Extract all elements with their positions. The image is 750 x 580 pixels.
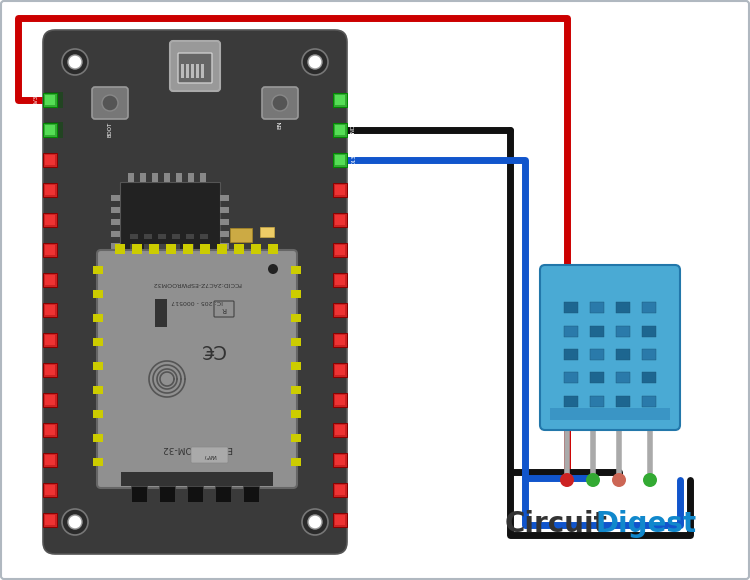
Bar bbox=[164, 257, 170, 266]
Bar bbox=[223, 334, 251, 352]
Bar bbox=[43, 453, 57, 467]
Text: D34: D34 bbox=[351, 425, 356, 436]
Bar bbox=[200, 244, 210, 254]
Bar bbox=[131, 486, 147, 502]
FancyBboxPatch shape bbox=[540, 265, 680, 430]
Text: D19: D19 bbox=[34, 365, 39, 375]
Bar bbox=[220, 243, 229, 249]
Bar bbox=[220, 195, 229, 201]
Bar bbox=[333, 153, 347, 167]
Bar bbox=[45, 365, 55, 375]
Bar bbox=[333, 303, 347, 317]
Bar bbox=[45, 245, 55, 255]
Bar bbox=[333, 483, 347, 497]
Text: EN: EN bbox=[351, 516, 356, 524]
Bar bbox=[43, 93, 57, 107]
Bar bbox=[43, 213, 57, 227]
Text: EN: EN bbox=[278, 120, 283, 129]
Text: D27: D27 bbox=[351, 245, 356, 255]
Bar bbox=[333, 423, 347, 437]
Bar bbox=[333, 513, 347, 527]
Bar bbox=[186, 234, 194, 239]
Bar bbox=[45, 92, 63, 108]
Text: BOOT: BOOT bbox=[107, 122, 112, 137]
Bar bbox=[132, 244, 142, 254]
Bar bbox=[43, 273, 57, 287]
Bar bbox=[159, 486, 175, 502]
FancyBboxPatch shape bbox=[170, 41, 220, 91]
Bar bbox=[335, 425, 345, 435]
Bar bbox=[93, 458, 103, 466]
Bar bbox=[93, 314, 103, 322]
Circle shape bbox=[268, 264, 278, 274]
Bar bbox=[590, 349, 604, 360]
Bar bbox=[93, 266, 103, 274]
Bar bbox=[335, 305, 345, 315]
Bar bbox=[130, 234, 138, 239]
Bar bbox=[335, 515, 345, 525]
Bar bbox=[335, 215, 345, 225]
Bar bbox=[642, 302, 656, 313]
Text: 3V3: 3V3 bbox=[34, 95, 39, 105]
Bar bbox=[130, 244, 138, 249]
Bar bbox=[335, 485, 345, 495]
Bar bbox=[642, 396, 656, 407]
Bar bbox=[93, 362, 103, 370]
Bar bbox=[187, 486, 203, 502]
Bar bbox=[188, 257, 194, 266]
Bar bbox=[333, 363, 347, 377]
Bar bbox=[333, 243, 347, 257]
Bar bbox=[335, 395, 345, 405]
Bar bbox=[45, 95, 55, 105]
Bar bbox=[181, 64, 184, 78]
Bar bbox=[45, 155, 55, 165]
Text: VIN: VIN bbox=[351, 96, 356, 104]
Bar bbox=[335, 245, 345, 255]
Bar bbox=[111, 195, 120, 201]
Circle shape bbox=[612, 473, 626, 487]
Bar bbox=[128, 257, 134, 266]
Bar bbox=[291, 410, 301, 418]
Bar bbox=[291, 458, 301, 466]
Bar bbox=[268, 244, 278, 254]
Text: D5: D5 bbox=[34, 306, 39, 314]
Bar bbox=[335, 335, 345, 345]
Text: D33: D33 bbox=[351, 335, 356, 345]
Bar bbox=[333, 333, 347, 347]
Bar bbox=[335, 155, 345, 165]
Bar bbox=[43, 393, 57, 407]
Text: D23: D23 bbox=[34, 514, 39, 525]
Bar bbox=[149, 244, 159, 254]
Text: Circuit: Circuit bbox=[505, 510, 608, 538]
Circle shape bbox=[302, 49, 328, 75]
Bar bbox=[45, 395, 55, 405]
Bar bbox=[291, 386, 301, 394]
Text: VN: VN bbox=[351, 456, 356, 464]
Bar bbox=[251, 244, 261, 254]
Bar bbox=[235, 250, 251, 262]
Text: WiFi: WiFi bbox=[203, 452, 217, 458]
Bar bbox=[200, 234, 208, 239]
Bar bbox=[642, 325, 656, 336]
Bar bbox=[642, 349, 656, 360]
Bar bbox=[590, 396, 604, 407]
FancyBboxPatch shape bbox=[43, 30, 347, 554]
Bar bbox=[260, 227, 274, 237]
Bar bbox=[158, 234, 166, 239]
Text: D32: D32 bbox=[351, 365, 356, 375]
Text: GND: GND bbox=[351, 124, 356, 136]
Bar bbox=[45, 425, 55, 435]
Circle shape bbox=[272, 95, 288, 111]
Circle shape bbox=[302, 509, 328, 535]
Bar bbox=[176, 173, 182, 182]
Bar bbox=[200, 257, 206, 266]
Text: D25: D25 bbox=[351, 304, 356, 316]
Circle shape bbox=[62, 509, 88, 535]
Bar bbox=[43, 303, 57, 317]
Text: IC: 205 - 000517: IC: 205 - 000517 bbox=[171, 299, 223, 305]
Bar bbox=[172, 234, 180, 239]
Text: TX0: TX0 bbox=[34, 455, 39, 465]
Bar bbox=[335, 95, 345, 105]
Text: D14: D14 bbox=[351, 215, 356, 226]
